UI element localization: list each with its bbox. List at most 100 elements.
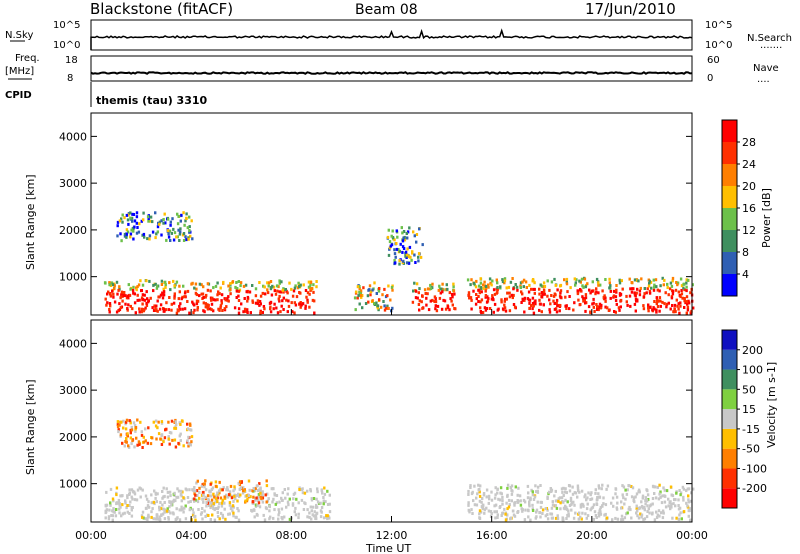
data-cell bbox=[209, 490, 212, 494]
data-cell bbox=[679, 304, 682, 308]
data-cell bbox=[591, 505, 595, 509]
data-cell bbox=[501, 511, 504, 515]
data-cell bbox=[653, 492, 656, 495]
data-cell bbox=[246, 308, 249, 312]
data-cell bbox=[410, 258, 413, 262]
data-cell bbox=[605, 516, 609, 520]
data-cell bbox=[424, 292, 427, 295]
data-cell bbox=[565, 277, 569, 281]
data-cell bbox=[247, 494, 251, 497]
data-cell bbox=[662, 511, 665, 515]
data-cell bbox=[195, 287, 198, 291]
data-cell bbox=[298, 285, 301, 288]
data-cell bbox=[180, 499, 183, 503]
data-cell bbox=[221, 309, 224, 312]
data-cell bbox=[576, 292, 580, 296]
data-cell bbox=[162, 495, 165, 499]
data-cell bbox=[193, 499, 196, 503]
data-cell bbox=[189, 423, 192, 427]
freq-label-2: [MHz] bbox=[5, 66, 34, 77]
data-cell bbox=[180, 297, 183, 301]
data-cell bbox=[158, 307, 162, 311]
data-cell bbox=[485, 495, 488, 499]
data-cell bbox=[285, 289, 288, 293]
colorbar-swatch bbox=[722, 142, 737, 164]
data-cell bbox=[690, 491, 693, 495]
data-cell bbox=[202, 493, 205, 497]
data-cell bbox=[132, 213, 136, 216]
data-cell bbox=[109, 294, 113, 298]
data-cell bbox=[453, 292, 456, 296]
data-cell bbox=[561, 518, 564, 522]
data-cell bbox=[291, 294, 295, 298]
data-cell bbox=[592, 305, 595, 309]
data-cell bbox=[219, 511, 223, 515]
data-cell bbox=[141, 510, 145, 514]
data-cell bbox=[117, 430, 120, 434]
data-cell bbox=[109, 487, 113, 491]
data-cell bbox=[477, 288, 480, 292]
data-cell bbox=[157, 432, 161, 436]
data-cell bbox=[269, 305, 272, 309]
data-cell bbox=[382, 300, 385, 303]
data-cell bbox=[630, 281, 633, 284]
data-cell bbox=[206, 288, 210, 292]
data-cell bbox=[182, 284, 185, 288]
data-cell bbox=[654, 485, 657, 489]
data-cell bbox=[663, 500, 667, 504]
data-cell bbox=[145, 279, 148, 283]
data-cell bbox=[441, 282, 444, 286]
data-cell bbox=[493, 510, 496, 514]
x-tick-label: 00:00 bbox=[676, 529, 708, 542]
data-cell bbox=[405, 261, 409, 265]
data-cell bbox=[191, 237, 194, 241]
data-cell bbox=[159, 303, 163, 307]
data-cell bbox=[125, 228, 129, 232]
data-cell bbox=[675, 516, 678, 520]
data-cell bbox=[689, 291, 692, 295]
data-cell bbox=[589, 291, 592, 295]
data-cell bbox=[656, 485, 659, 489]
data-cell bbox=[682, 495, 685, 499]
data-cell bbox=[678, 311, 681, 315]
data-cell bbox=[235, 296, 238, 299]
cpid-label: CPID bbox=[5, 90, 32, 101]
data-cell bbox=[536, 485, 540, 489]
data-cell bbox=[264, 493, 267, 497]
data-cell bbox=[581, 284, 584, 288]
data-cell bbox=[256, 495, 260, 499]
data-cell bbox=[553, 307, 557, 311]
data-cell bbox=[117, 498, 121, 502]
data-cell bbox=[645, 498, 648, 502]
data-cell bbox=[524, 508, 527, 512]
data-cell bbox=[231, 504, 235, 508]
data-cell bbox=[168, 490, 172, 494]
data-cell bbox=[309, 287, 312, 291]
data-cell bbox=[173, 284, 176, 288]
data-cell bbox=[418, 227, 421, 231]
data-cell bbox=[538, 287, 541, 291]
data-cell bbox=[421, 306, 424, 310]
data-cell bbox=[322, 502, 325, 506]
data-cell bbox=[591, 280, 594, 284]
data-cell bbox=[229, 292, 232, 296]
data-cell bbox=[158, 220, 162, 224]
data-cell bbox=[111, 289, 114, 293]
data-cell bbox=[227, 284, 230, 288]
data-cell bbox=[496, 281, 499, 285]
data-cell bbox=[227, 295, 230, 299]
data-cell bbox=[445, 283, 448, 287]
data-cell bbox=[485, 506, 488, 510]
data-cell bbox=[395, 247, 399, 251]
data-cell bbox=[125, 506, 128, 510]
data-cell bbox=[528, 500, 531, 504]
data-cell bbox=[669, 307, 672, 311]
data-cell bbox=[147, 426, 150, 430]
data-cell bbox=[470, 298, 473, 302]
data-cell bbox=[217, 290, 220, 294]
data-cell bbox=[137, 440, 141, 444]
data-cell bbox=[688, 507, 691, 511]
data-cell bbox=[598, 302, 602, 306]
data-cell bbox=[162, 287, 165, 291]
data-cell bbox=[638, 506, 641, 510]
